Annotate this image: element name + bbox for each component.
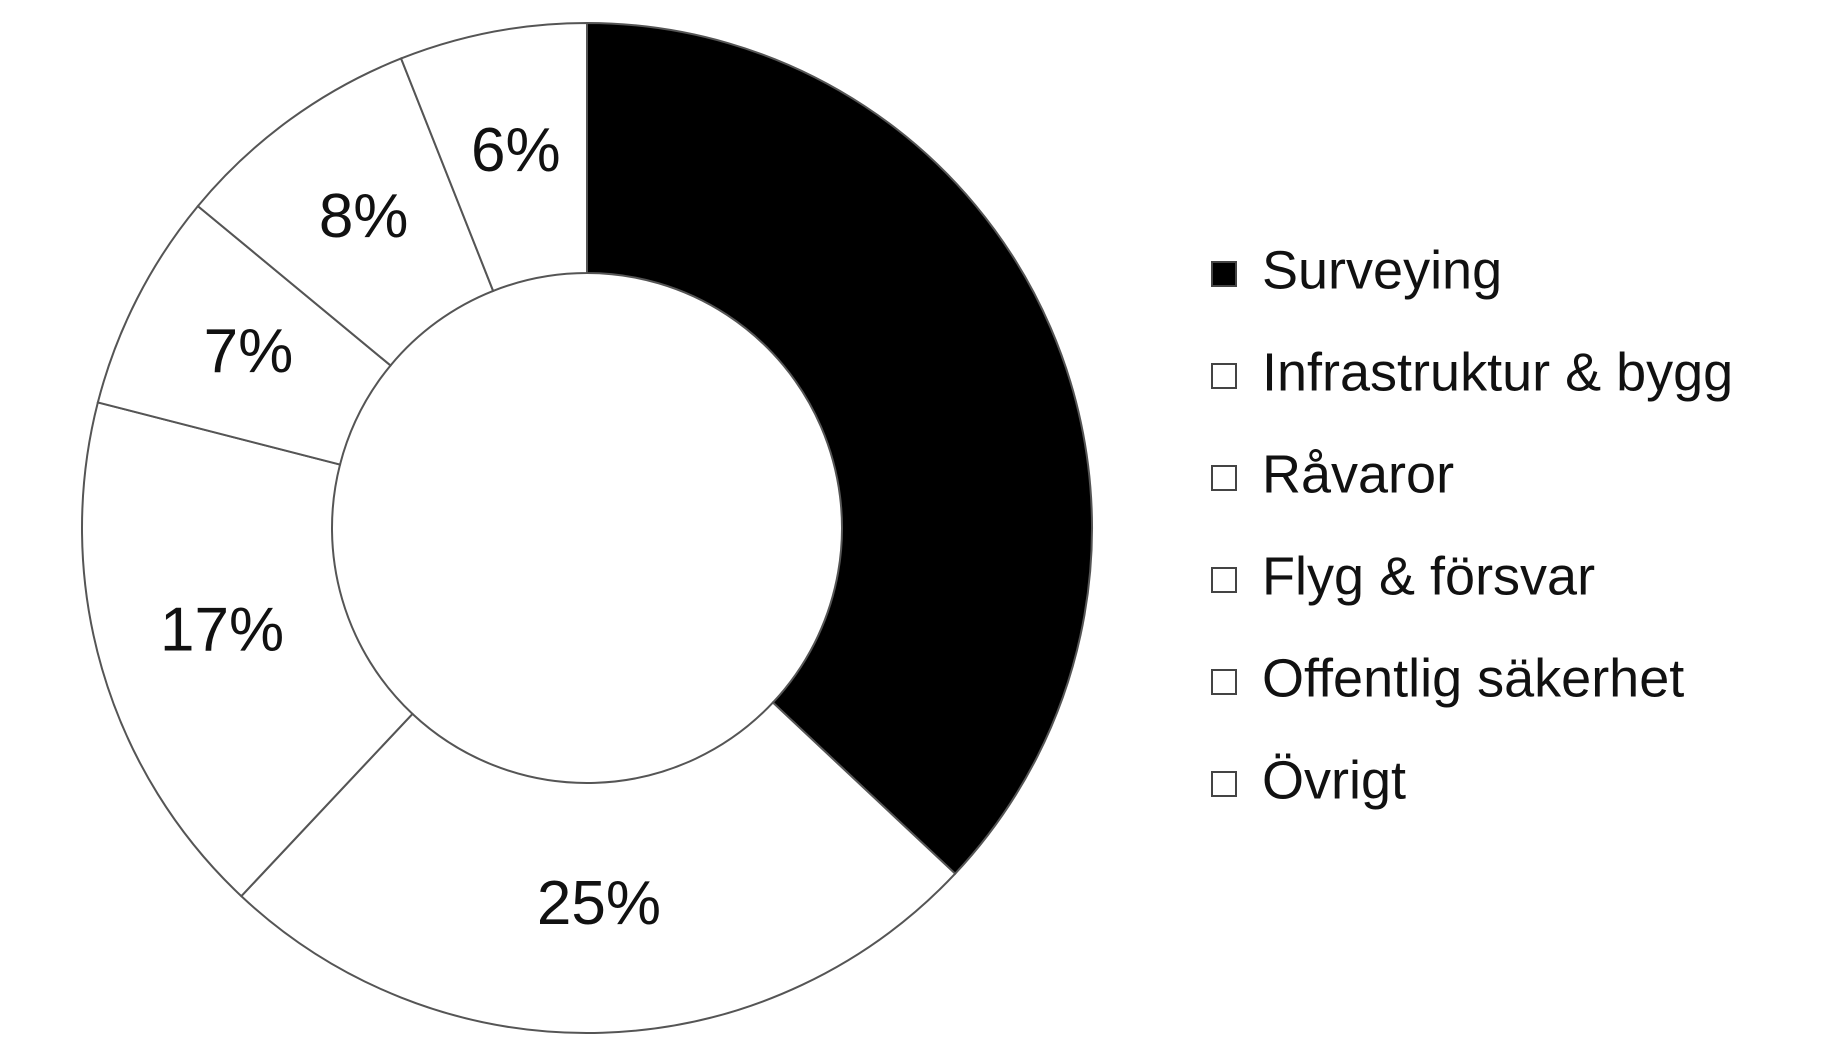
legend-label: Övrigt [1262, 750, 1406, 810]
data-label: 25% [537, 869, 661, 938]
legend-label: Råvaror [1262, 444, 1454, 504]
legend-marker [1211, 771, 1237, 797]
legend-label: Flyg & försvar [1262, 546, 1595, 606]
legend-marker [1211, 261, 1237, 287]
legend-label: Surveying [1262, 240, 1502, 300]
data-label: 7% [204, 317, 294, 386]
donut-segment [239, 701, 957, 1034]
legend-label: Infrastruktur & bygg [1262, 342, 1733, 402]
data-label: 6% [471, 116, 561, 185]
data-label: 17% [160, 595, 284, 664]
data-label: 8% [319, 182, 409, 251]
legend-label: Offentlig säkerhet [1262, 648, 1684, 708]
legend-marker [1211, 567, 1237, 593]
donut-segment [586, 21, 1093, 876]
donut-segment [81, 401, 414, 898]
donut-segment [399, 21, 588, 293]
legend-marker [1211, 363, 1237, 389]
legend-marker [1211, 465, 1237, 491]
legend-marker [1211, 669, 1237, 695]
